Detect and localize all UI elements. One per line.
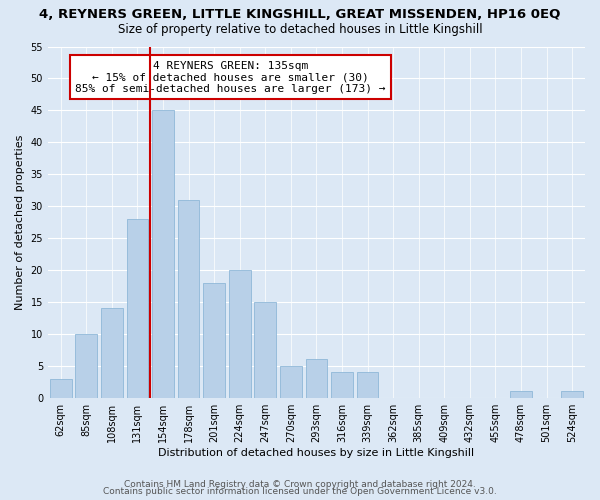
Text: 4 REYNERS GREEN: 135sqm
← 15% of detached houses are smaller (30)
85% of semi-de: 4 REYNERS GREEN: 135sqm ← 15% of detache… (75, 60, 386, 94)
Text: Contains HM Land Registry data © Crown copyright and database right 2024.: Contains HM Land Registry data © Crown c… (124, 480, 476, 489)
Text: Contains public sector information licensed under the Open Government Licence v3: Contains public sector information licen… (103, 487, 497, 496)
Bar (178, 200, 199, 398)
Bar (510, 392, 532, 398)
Bar (50, 378, 71, 398)
Bar (76, 334, 97, 398)
Bar (280, 366, 302, 398)
Bar (152, 110, 174, 398)
Y-axis label: Number of detached properties: Number of detached properties (15, 134, 25, 310)
Text: 4, REYNERS GREEN, LITTLE KINGSHILL, GREAT MISSENDEN, HP16 0EQ: 4, REYNERS GREEN, LITTLE KINGSHILL, GREA… (40, 8, 560, 20)
Bar (254, 302, 276, 398)
Bar (305, 360, 328, 398)
Text: Size of property relative to detached houses in Little Kingshill: Size of property relative to detached ho… (118, 22, 482, 36)
Bar (331, 372, 353, 398)
Bar (203, 283, 225, 398)
Bar (229, 270, 251, 398)
Bar (562, 392, 583, 398)
Bar (127, 219, 148, 398)
Bar (101, 308, 123, 398)
X-axis label: Distribution of detached houses by size in Little Kingshill: Distribution of detached houses by size … (158, 448, 475, 458)
Bar (357, 372, 379, 398)
